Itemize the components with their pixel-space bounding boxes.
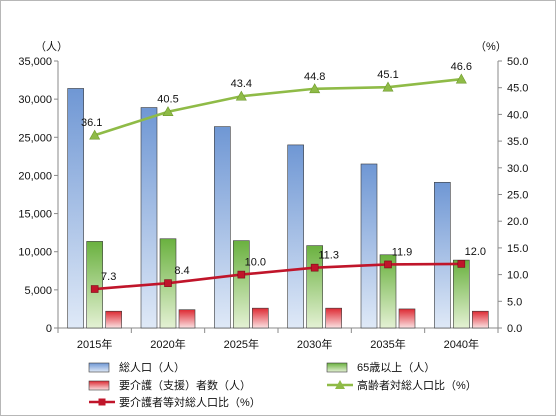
data-label-3-4: 45.1 — [377, 69, 398, 81]
legend-label-4: 要介護者等対総人口比（%） — [119, 395, 261, 409]
y-left-tick-label: 15,000 — [18, 209, 52, 221]
y-left-tick-label: 20,000 — [18, 170, 52, 182]
y-right-tick-label: 30.0 — [507, 163, 528, 175]
x-tick-label: 2040年 — [444, 337, 479, 351]
legend-marker-4 — [98, 398, 106, 406]
y-left-tick-label: 10,000 — [18, 247, 52, 259]
y-left-tick-label: 0 — [46, 323, 52, 335]
y-right-tick-label: 5.0 — [507, 296, 522, 308]
bar-0-0 — [67, 88, 84, 329]
line-point-3-0 — [89, 129, 101, 140]
y-left-tick-label: 5,000 — [24, 285, 52, 297]
y-right-tick-label: 15.0 — [507, 243, 528, 255]
x-tick-label: 2025年 — [224, 337, 259, 351]
data-label-3-3: 44.8 — [304, 71, 325, 83]
legend-label-0: 総人口（人） — [119, 360, 185, 374]
bar-0-5 — [434, 181, 451, 329]
y-left-tick-label: 25,000 — [18, 132, 52, 144]
line-point-3-3 — [309, 83, 321, 94]
bar-1-2 — [233, 240, 250, 329]
legend-label-2: 要介護（支援）者数（人） — [119, 378, 251, 392]
y-right-tick-label: 50.0 — [507, 56, 528, 68]
axes: 0 5,000 10,000 15,000 20,000 25,000 30,000 35,0… — [18, 56, 528, 351]
bar-0-1 — [140, 107, 158, 329]
bar-2-4 — [398, 308, 416, 329]
bar-2-1 — [178, 309, 196, 329]
data-label-4-4: 11.9 — [392, 246, 413, 258]
y-right-tick-label: 40.0 — [507, 109, 528, 121]
y-left-tick-label: 30,000 — [18, 94, 52, 106]
line-series — [89, 73, 467, 293]
data-label-4-5: 12.0 — [465, 246, 486, 258]
bar-1-5 — [453, 259, 470, 329]
line-series-3 — [94, 77, 462, 137]
y-right-tick-label: 35.0 — [507, 136, 528, 148]
line-point-3-5 — [455, 73, 467, 84]
bar-0-3 — [287, 144, 304, 329]
legend-swatch-0 — [88, 362, 110, 373]
y-right-tick-label: 45.0 — [507, 83, 528, 95]
line-point-3-1 — [162, 106, 174, 117]
bar-2-3 — [325, 307, 342, 329]
x-tick-label: 2015年 — [77, 337, 112, 351]
x-tick-label: 2030年 — [297, 337, 332, 351]
y-left-tick-label: 35,000 — [18, 56, 52, 68]
line-point-4-5 — [457, 260, 466, 268]
legend-swatch-2 — [88, 380, 110, 391]
bar-1-0 — [86, 241, 103, 329]
bar-2-2 — [252, 307, 269, 329]
data-label-4-1: 8.4 — [174, 265, 189, 277]
line-point-4-0 — [90, 285, 99, 293]
legend: 総人口（人） 65歳以上（人） 要介護（支援）者数（人） 高齢者対総人口比（%） 要介護… — [88, 360, 477, 409]
y-right-unit-label: （%） — [475, 40, 507, 53]
y-right-tick-label: 25.0 — [507, 190, 528, 202]
line-series-4 — [94, 262, 462, 291]
legend-marker-3 — [335, 380, 345, 389]
data-label-3-1: 40.5 — [157, 94, 178, 106]
legend-label-3: 高齢者対総人口比（%） — [357, 378, 477, 392]
legend-swatch-1 — [326, 362, 348, 373]
line-point-4-2 — [237, 270, 246, 279]
data-labels: 36.1 40.5 43.4 44.8 45.1 46.6 7.3 8.4 10.0 11.3 11… — [81, 61, 486, 283]
x-tick-label: 2035年 — [370, 337, 405, 351]
bar-2-0 — [105, 310, 122, 329]
data-label-4-3: 11.3 — [318, 250, 339, 262]
data-label-4-2: 10.0 — [245, 257, 266, 269]
bar-0-4 — [360, 163, 378, 329]
line-point-4-3 — [310, 263, 319, 272]
line-point-4-1 — [164, 279, 172, 287]
x-tick-label: 2020年 — [150, 337, 185, 351]
data-label-3-2: 43.4 — [231, 78, 252, 90]
data-label-4-0: 7.3 — [101, 271, 116, 283]
line-point-4-4 — [384, 260, 392, 269]
y-right-tick-label: 20.0 — [507, 216, 528, 228]
y-right-tick-label: 0.0 — [507, 323, 522, 335]
bar-0-2 — [214, 126, 231, 329]
data-label-3-5: 46.6 — [451, 61, 472, 73]
bar-2-5 — [472, 310, 489, 329]
bar-1-4 — [379, 254, 397, 329]
legend-label-1: 65歳以上（人） — [357, 361, 435, 374]
y-right-tick-label: 10.0 — [507, 270, 528, 282]
y-left-unit-label: （人） — [35, 40, 68, 53]
line-point-3-4 — [382, 81, 394, 92]
line-point-3-2 — [235, 90, 247, 101]
data-label-3-0: 36.1 — [81, 117, 102, 129]
